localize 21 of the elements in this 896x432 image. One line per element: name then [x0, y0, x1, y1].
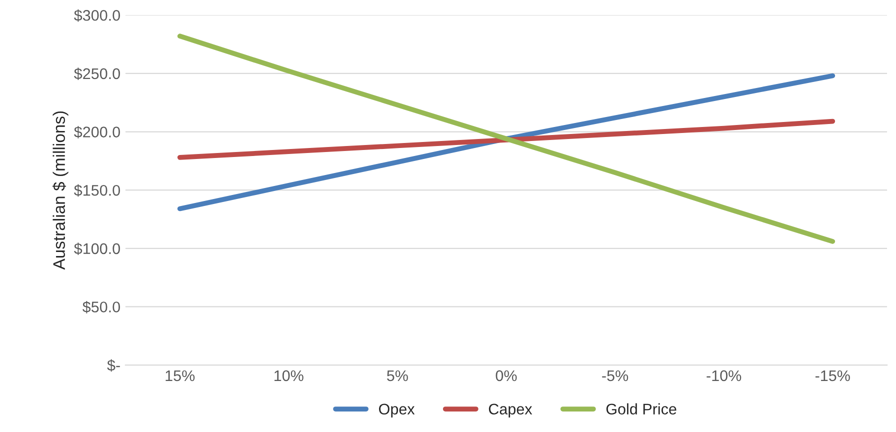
- y-axis-title: Australian $ (millions): [52, 111, 68, 270]
- y-tick-label: $200.0: [74, 126, 120, 138]
- y-tick-label: $150.0: [74, 184, 120, 197]
- y-tick-label: $50.0: [82, 300, 120, 314]
- x-tick-label: -10%: [706, 370, 742, 382]
- line-series: [177, 34, 836, 244]
- y-tick-label: $300.0: [74, 9, 120, 22]
- line-series: [177, 73, 836, 212]
- x-tick-label: 5%: [387, 370, 408, 382]
- x-tick-label: -15%: [815, 370, 850, 382]
- y-tick-label: $-: [107, 359, 120, 372]
- x-tick-label: 0%: [496, 370, 517, 382]
- y-tick-label: $100.0: [74, 242, 120, 255]
- legend-label: Gold Price: [606, 403, 676, 415]
- x-tick-label: -5%: [602, 370, 628, 382]
- legend-label: Opex: [379, 404, 415, 418]
- x-tick-label: 10%: [274, 370, 304, 382]
- line-series: [177, 118, 836, 160]
- y-tick-label: $250.0: [74, 68, 120, 80]
- x-tick-label: 15%: [166, 370, 195, 382]
- legend-label: Capex: [488, 404, 532, 418]
